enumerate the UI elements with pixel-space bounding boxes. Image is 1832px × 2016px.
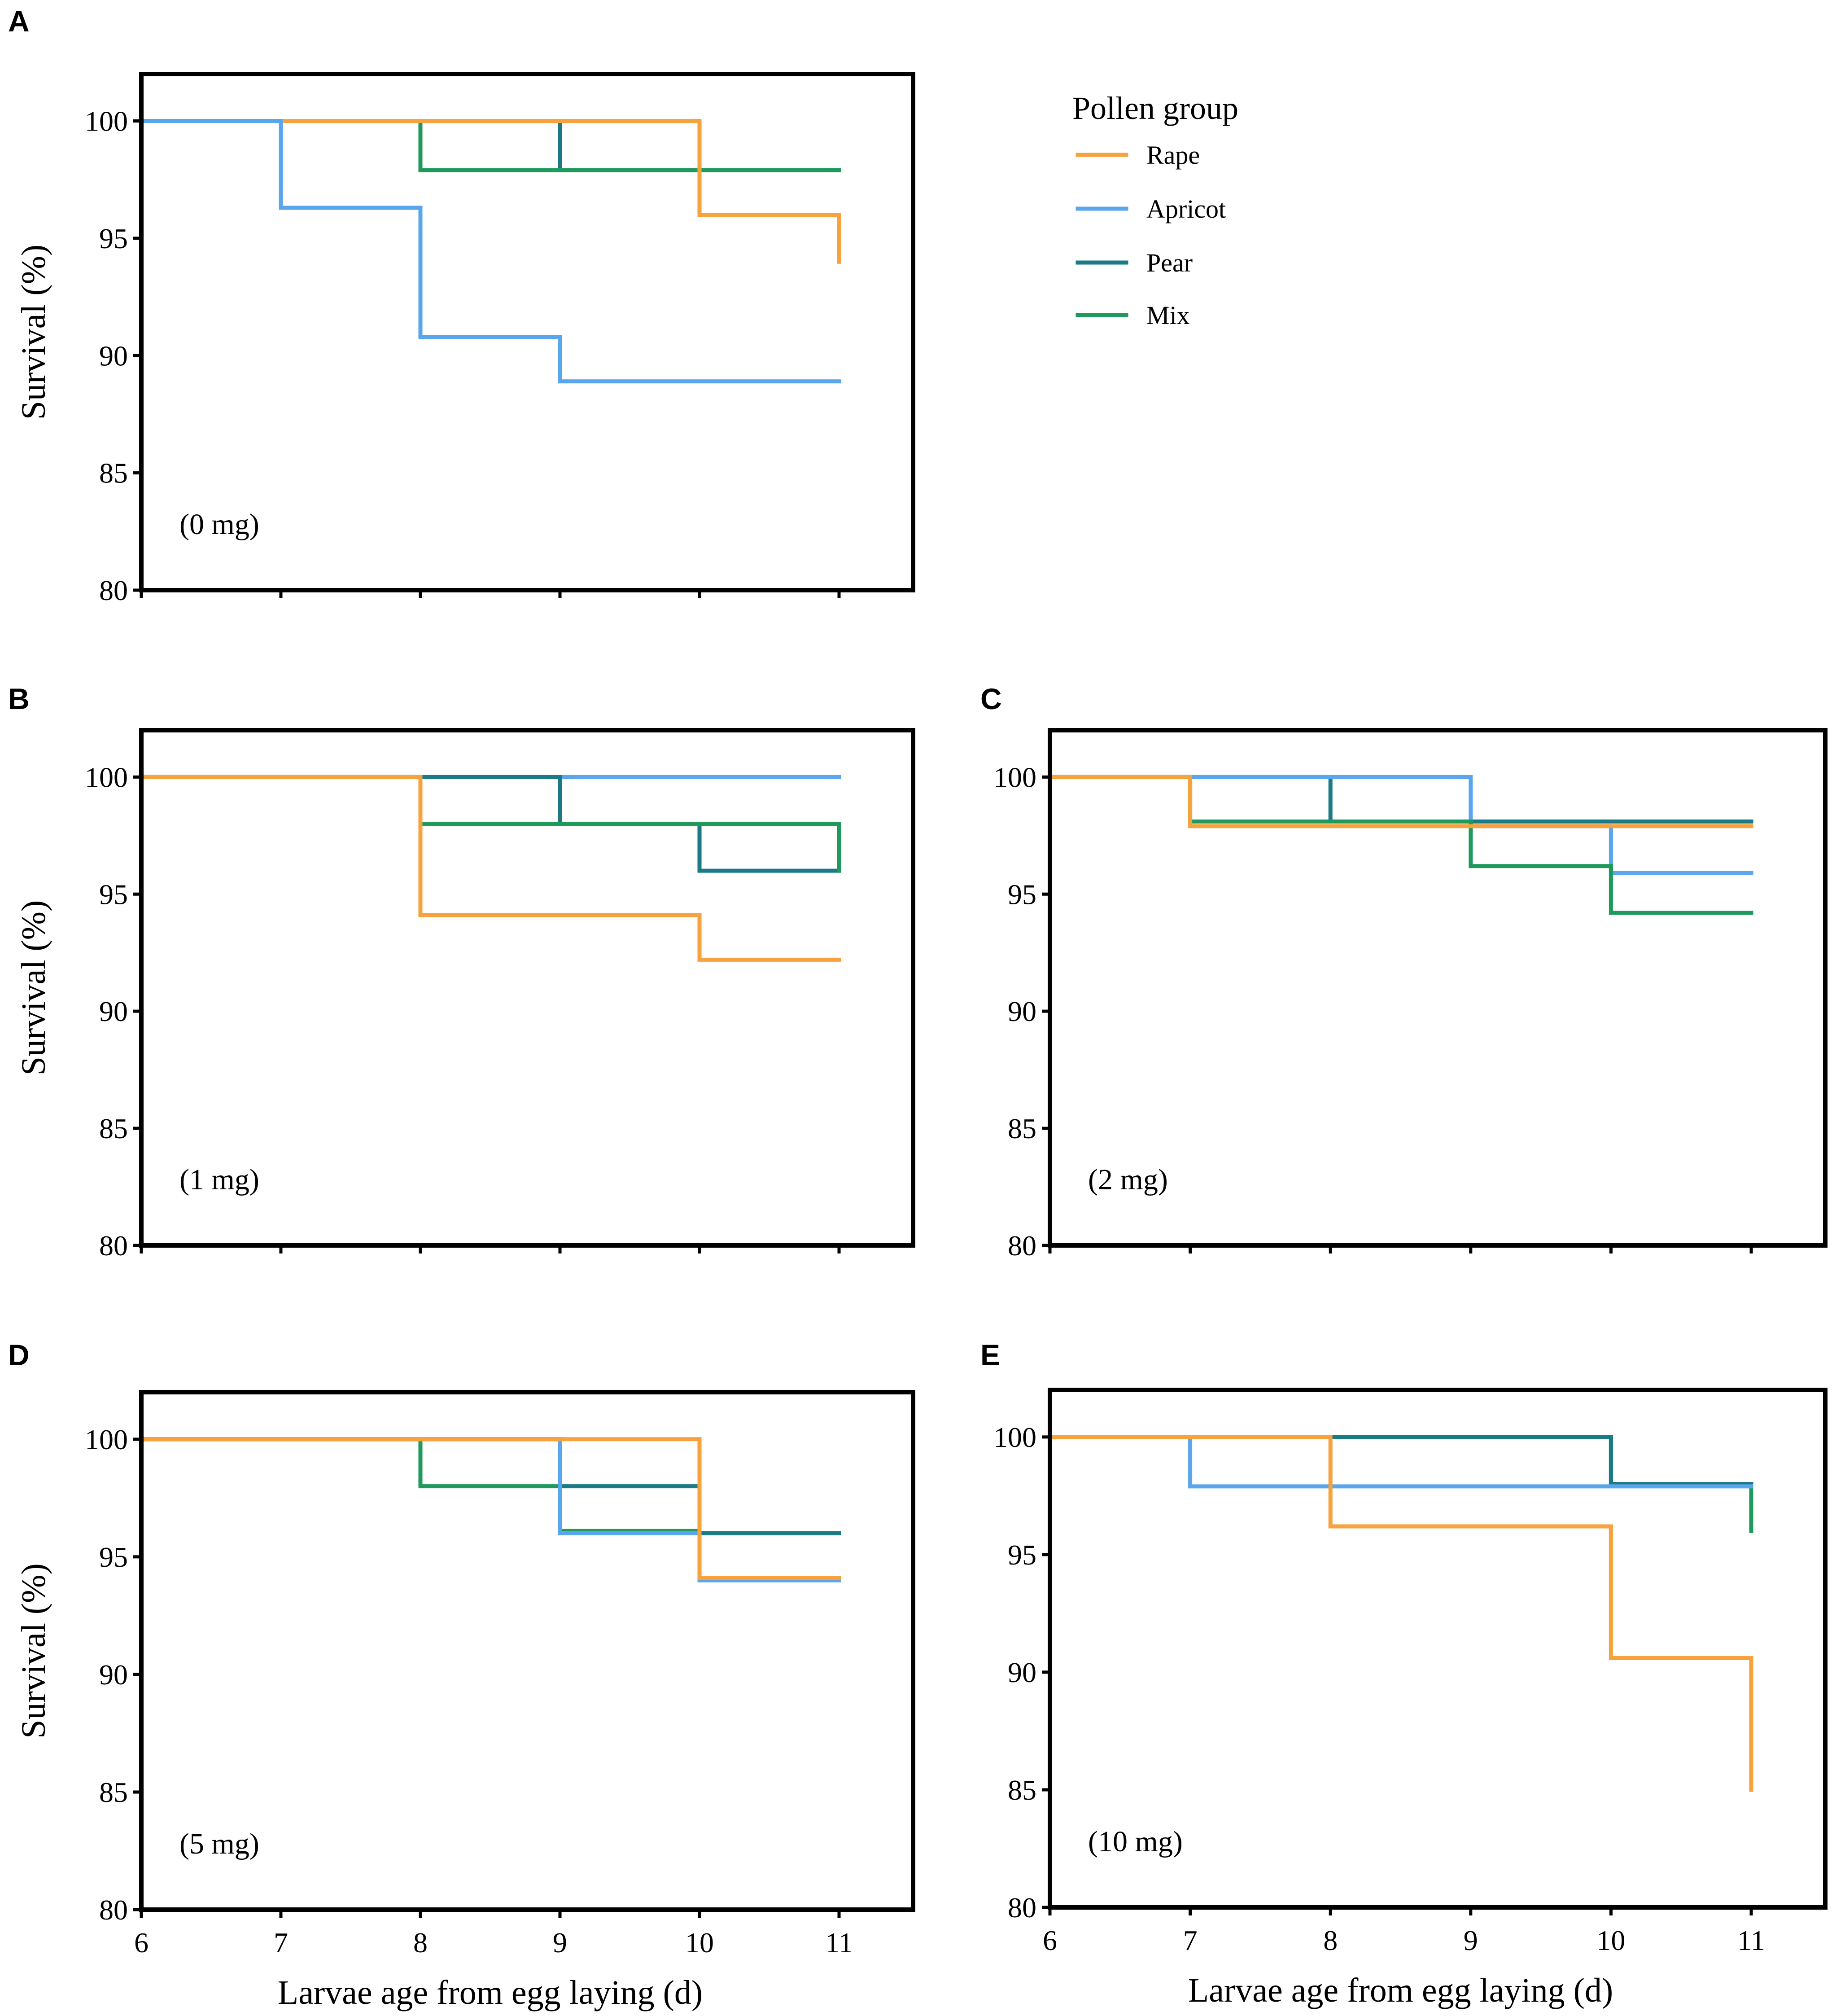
y-tick-label-c-80: 80 bbox=[1008, 1230, 1036, 1262]
legend-label-pear: Pear bbox=[1146, 248, 1193, 277]
y-tick-label-c-95: 95 bbox=[1008, 878, 1036, 910]
series-rape-b bbox=[139, 775, 841, 962]
dose-annotation-a: (0 mg) bbox=[179, 508, 259, 541]
panel-a: A 80 85 90 95 100 Survival (%) (0 mg) bbox=[8, 4, 915, 606]
y-tick-label-c-85: 85 bbox=[1008, 1113, 1036, 1144]
series-rape-c bbox=[1048, 775, 1753, 828]
legend-entry-mix: Mix bbox=[1076, 301, 1190, 330]
dose-annotation-c: (2 mg) bbox=[1088, 1163, 1168, 1196]
panel-letter-c: C bbox=[980, 682, 1002, 715]
y-tick-label-d-95: 95 bbox=[99, 1541, 128, 1573]
panel-e: E 80 85 90 95 100 6 7 8 9 10 11 Larvae age from egg … bbox=[980, 1338, 1828, 2009]
x-tick-label-d-11: 11 bbox=[825, 1927, 853, 1959]
y-tick-label-e-100: 100 bbox=[993, 1421, 1036, 1453]
dose-annotation-e: (10 mg) bbox=[1088, 1825, 1183, 1858]
panel-letter-e: E bbox=[980, 1338, 1000, 1372]
x-tick-label-d-8: 8 bbox=[413, 1927, 428, 1959]
series-pear-a bbox=[139, 119, 841, 172]
x-tick-label-d-10: 10 bbox=[685, 1927, 714, 1959]
series-apricot-d bbox=[139, 1437, 841, 1582]
series-pear-e bbox=[1048, 1435, 1753, 1486]
y-axis-title-a: Survival (%) bbox=[15, 245, 52, 420]
plot-frame-b bbox=[139, 728, 915, 1248]
x-axis-title-e: Larvae age from egg laying (d) bbox=[1188, 1972, 1613, 2009]
panel-letter-b: B bbox=[8, 682, 30, 715]
legend-title: Pollen group bbox=[1072, 90, 1238, 126]
y-axis-title-b: Survival (%) bbox=[15, 900, 52, 1075]
y-tick-label-d-80: 80 bbox=[99, 1894, 128, 1926]
x-tick-label-e-7: 7 bbox=[1183, 1924, 1198, 1956]
series-rape-e bbox=[1048, 1435, 1753, 1792]
series-pear-c bbox=[1048, 775, 1753, 824]
y-tick-label-b-90: 90 bbox=[99, 995, 128, 1027]
panel-d: D 80 85 90 95 100 6 7 8 9 10 11 Survival (%) Larvae a… bbox=[8, 1338, 915, 2012]
y-tick-label-b-100: 100 bbox=[85, 761, 128, 793]
legend-label-apricot: Apricot bbox=[1146, 194, 1226, 224]
x-tick-label-d-9: 9 bbox=[553, 1927, 567, 1959]
y-tick-label-d-100: 100 bbox=[85, 1424, 128, 1455]
panel-letter-a: A bbox=[8, 4, 30, 38]
plot-frame-d bbox=[139, 1390, 915, 1912]
panel-letter-d: D bbox=[8, 1338, 30, 1372]
legend-label-rape: Rape bbox=[1146, 140, 1200, 170]
y-tick-label-b-85: 85 bbox=[99, 1113, 128, 1144]
series-apricot-e bbox=[1048, 1435, 1753, 1489]
plot-frame-a bbox=[139, 72, 915, 592]
panel-c: C 80 85 90 95 100 (2 mg) bbox=[980, 682, 1828, 1262]
dose-annotation-d: (5 mg) bbox=[179, 1828, 259, 1860]
legend-label-mix: Mix bbox=[1146, 301, 1190, 330]
legend-entry-apricot: Apricot bbox=[1076, 194, 1226, 224]
y-tick-label-e-90: 90 bbox=[1008, 1657, 1036, 1688]
plot-frame-c bbox=[1048, 728, 1828, 1248]
y-tick-label-b-95: 95 bbox=[99, 878, 128, 910]
x-tick-label-e-9: 9 bbox=[1464, 1924, 1478, 1956]
x-tick-label-e-8: 8 bbox=[1323, 1924, 1338, 1956]
series-apricot-a bbox=[139, 119, 841, 384]
series-mix-c bbox=[1048, 775, 1753, 915]
y-tick-label-d-90: 90 bbox=[99, 1659, 128, 1691]
y-tick-label-a-100: 100 bbox=[85, 105, 128, 137]
legend-entry-pear: Pear bbox=[1076, 248, 1193, 277]
y-axis-title-d: Survival (%) bbox=[15, 1563, 52, 1738]
y-tick-label-a-95: 95 bbox=[99, 223, 128, 254]
x-tick-label-e-10: 10 bbox=[1596, 1924, 1625, 1956]
panel-b: B 80 85 90 95 100 Survival (%) (1 mg) bbox=[8, 682, 915, 1262]
series-rape-d bbox=[139, 1437, 841, 1580]
series-mix-d bbox=[139, 1437, 841, 1580]
legend-entry-rape: Rape bbox=[1076, 140, 1200, 170]
x-tick-label-e-6: 6 bbox=[1043, 1924, 1057, 1956]
dose-annotation-b: (1 mg) bbox=[179, 1163, 259, 1196]
y-tick-label-d-85: 85 bbox=[99, 1776, 128, 1808]
y-tick-label-b-80: 80 bbox=[99, 1230, 128, 1262]
y-tick-label-a-80: 80 bbox=[99, 574, 128, 606]
plot-frame-e bbox=[1048, 1388, 1828, 1910]
y-tick-label-e-80: 80 bbox=[1008, 1892, 1036, 1924]
x-tick-label-d-7: 7 bbox=[274, 1927, 288, 1959]
y-tick-label-a-85: 85 bbox=[99, 457, 128, 489]
y-tick-label-c-90: 90 bbox=[1008, 995, 1036, 1027]
y-tick-label-a-90: 90 bbox=[99, 340, 128, 372]
y-tick-label-e-95: 95 bbox=[1008, 1539, 1036, 1571]
series-mix-a bbox=[139, 119, 841, 172]
legend: Pollen group Rape Apricot Pear Mix bbox=[1072, 90, 1238, 330]
y-tick-label-c-100: 100 bbox=[993, 761, 1036, 793]
panels: A 80 85 90 95 100 Survival (%) (0 mg) B 80 85 90 95 1… bbox=[8, 4, 1828, 2012]
x-axis-title-d: Larvae age from egg laying (d) bbox=[278, 1974, 703, 2012]
x-tick-label-e-11: 11 bbox=[1737, 1924, 1765, 1956]
series-rape-a bbox=[139, 119, 841, 264]
x-tick-label-d-6: 6 bbox=[134, 1927, 149, 1959]
series-mix-b bbox=[139, 775, 841, 873]
y-tick-label-e-85: 85 bbox=[1008, 1774, 1036, 1806]
